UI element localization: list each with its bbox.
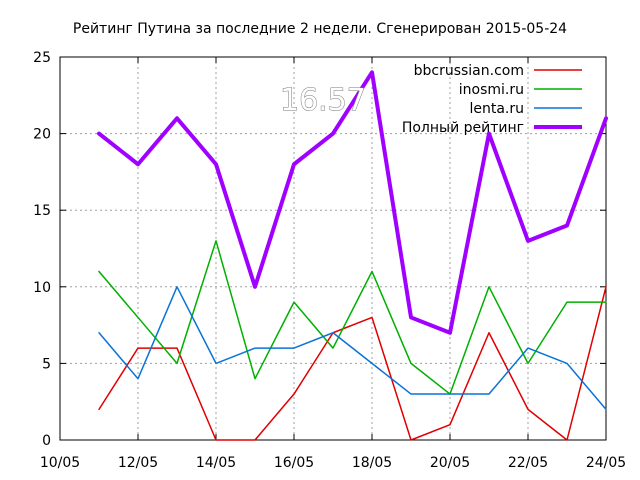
legend: bbcrussian.com inosmi.ru lenta.ru Полный ре… bbox=[402, 63, 582, 136]
overlay-value: 16.57 bbox=[280, 83, 366, 118]
y-tick-label: 5 bbox=[42, 356, 51, 372]
series-line-lenta-ru bbox=[98, 286, 607, 411]
y-tick-label: 25 bbox=[33, 50, 51, 66]
x-tick-label: 16/05 bbox=[274, 455, 314, 471]
x-tick-label: 24/05 bbox=[586, 455, 626, 471]
y-tick-label: 20 bbox=[33, 127, 51, 143]
chart-title: Рейтинг Путина за последние 2 недели. Сг… bbox=[73, 21, 567, 37]
series-line-bbcrussian-com bbox=[98, 286, 607, 441]
grid-lines bbox=[60, 57, 606, 440]
y-tick-label: 10 bbox=[33, 280, 51, 296]
y-tick-label: 0 bbox=[42, 433, 51, 449]
x-tick-label: 12/05 bbox=[118, 455, 158, 471]
x-tick-label: 10/05 bbox=[40, 455, 80, 471]
legend-label: Полный рейтинг bbox=[402, 120, 524, 136]
y-axis: 0 5 10 15 20 25 bbox=[33, 50, 606, 449]
x-tick-label: 22/05 bbox=[508, 455, 548, 471]
x-tick-label: 18/05 bbox=[352, 455, 392, 471]
series-lines bbox=[97, 70, 608, 441]
series-line-inosmi-ru bbox=[98, 240, 607, 395]
x-tick-label: 20/05 bbox=[430, 455, 470, 471]
legend-label: lenta.ru bbox=[469, 101, 524, 117]
plot-border bbox=[59, 56, 607, 441]
legend-label: bbcrussian.com bbox=[414, 63, 524, 79]
series-line-total-rating bbox=[97, 70, 608, 335]
x-tick-label: 14/05 bbox=[196, 455, 236, 471]
x-axis: 10/05 12/05 14/05 16/05 18/05 20/05 22/05 24/05 bbox=[40, 57, 626, 471]
legend-label: inosmi.ru bbox=[459, 82, 524, 98]
y-tick-label: 15 bbox=[33, 203, 51, 219]
